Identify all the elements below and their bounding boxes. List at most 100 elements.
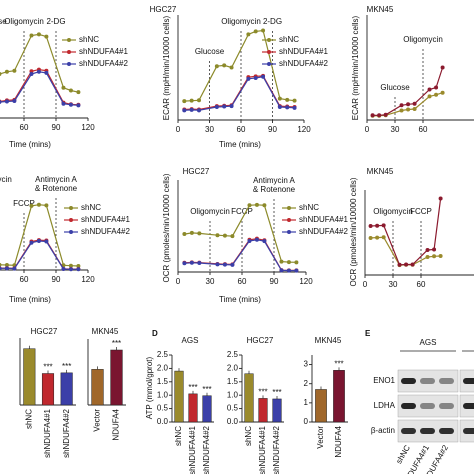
legend-label: shNC xyxy=(79,35,99,44)
data-point xyxy=(406,102,411,107)
x-tick-label: 0 xyxy=(176,125,181,134)
blot-strip xyxy=(397,394,459,418)
data-point xyxy=(404,262,409,267)
data-point xyxy=(189,98,194,103)
data-point xyxy=(4,266,9,271)
data-point xyxy=(44,239,49,244)
data-point xyxy=(229,104,234,109)
legend-marker xyxy=(267,38,271,42)
bar xyxy=(110,349,123,406)
legend-label: shNC xyxy=(279,35,299,44)
series-line xyxy=(370,236,441,266)
data-point xyxy=(4,99,9,104)
data-point xyxy=(61,267,66,272)
data-point xyxy=(368,224,373,229)
legend-marker xyxy=(67,38,71,42)
legend-label: shNDUFA4#2 xyxy=(279,59,328,68)
x-tick-label: 0 xyxy=(176,277,181,286)
data-point xyxy=(438,253,443,258)
data-point xyxy=(368,235,373,240)
event-label: & Rotenone xyxy=(35,184,78,193)
y-tick-label: 2.5 xyxy=(157,350,169,359)
legend-label: shNDUFA4#1 xyxy=(81,215,130,224)
legend-label: shNDUFA4#2 xyxy=(79,59,128,68)
data-point xyxy=(189,260,194,265)
x-tick-label: shNC xyxy=(24,409,33,429)
x-tick-label: shNDUFA4#2 xyxy=(202,425,211,474)
data-point xyxy=(0,262,2,267)
data-point xyxy=(29,33,34,38)
blot-band xyxy=(463,428,474,434)
significance: *** xyxy=(112,339,121,348)
bar xyxy=(315,389,327,423)
chart-title: AGS xyxy=(182,336,199,345)
event-label: Oligomycin xyxy=(403,35,443,44)
legend-label: shNDUFA4#1 xyxy=(299,215,348,224)
blot-band xyxy=(401,428,416,434)
group-label: AGS xyxy=(420,338,437,347)
legend-marker xyxy=(287,206,291,210)
data-point xyxy=(427,94,432,99)
data-point xyxy=(254,237,259,242)
y-tick-label: 0.0 xyxy=(157,417,169,426)
data-point xyxy=(412,106,417,111)
legend-marker xyxy=(287,218,291,222)
event-label: Antimycin A xyxy=(253,176,295,185)
event-label: Glucose xyxy=(380,83,410,92)
data-point xyxy=(286,260,291,265)
data-point xyxy=(61,101,66,106)
data-point xyxy=(434,92,439,97)
data-point xyxy=(76,90,81,95)
y-axis-label: OCR (pmoles/min/10000 cells) xyxy=(349,177,358,286)
event-label: FCCP xyxy=(231,207,253,216)
data-point xyxy=(222,262,227,267)
data-point xyxy=(277,104,282,109)
data-point xyxy=(425,254,430,259)
x-tick-label: 90 xyxy=(52,275,61,284)
data-point xyxy=(182,261,187,266)
y-tick-label: 2.0 xyxy=(157,364,169,373)
y-tick-label: 0.5 xyxy=(227,404,239,413)
data-point xyxy=(370,113,375,118)
data-point xyxy=(68,263,73,268)
significance: *** xyxy=(62,362,71,371)
data-point xyxy=(262,203,267,208)
data-point xyxy=(440,90,445,95)
data-point xyxy=(4,69,9,74)
y-tick-label: 2.5 xyxy=(227,350,239,359)
data-point xyxy=(294,268,299,273)
x-tick-label: 120 xyxy=(81,275,95,284)
bar xyxy=(258,398,268,423)
x-tick-label: 60 xyxy=(20,123,29,132)
data-point xyxy=(230,262,235,267)
significance: *** xyxy=(188,383,197,392)
data-point xyxy=(285,97,290,102)
data-point xyxy=(214,64,219,69)
data-point xyxy=(68,267,73,272)
y-axis-label: ECAR (mpH/min/10000 cells) xyxy=(351,15,360,120)
y-tick-label: 2 xyxy=(304,379,309,388)
data-point xyxy=(383,112,388,117)
data-point xyxy=(375,223,380,228)
x-tick-label: 90 xyxy=(270,277,279,286)
blot-band xyxy=(439,428,454,434)
data-point xyxy=(375,235,380,240)
data-point xyxy=(440,65,445,70)
x-tick-label: NDUFA4 xyxy=(334,425,343,457)
row-label: ENO1 xyxy=(373,376,395,385)
blot-band xyxy=(439,378,454,384)
x-tick-label: NDUFA4 xyxy=(112,408,121,440)
x-tick-label: 60 xyxy=(417,280,426,289)
x-tick-label: shNDUFA4#2 xyxy=(62,408,71,457)
data-point xyxy=(0,100,2,104)
blot-band xyxy=(463,403,474,409)
data-point xyxy=(406,107,411,112)
data-point xyxy=(197,108,201,113)
x-tick-label: 120 xyxy=(299,277,313,286)
y-tick-label: 1.5 xyxy=(157,377,169,386)
bar xyxy=(272,398,282,423)
data-point xyxy=(76,263,81,268)
data-point xyxy=(76,267,81,272)
data-point xyxy=(4,263,9,268)
chart-title: HGC27 xyxy=(247,336,274,345)
